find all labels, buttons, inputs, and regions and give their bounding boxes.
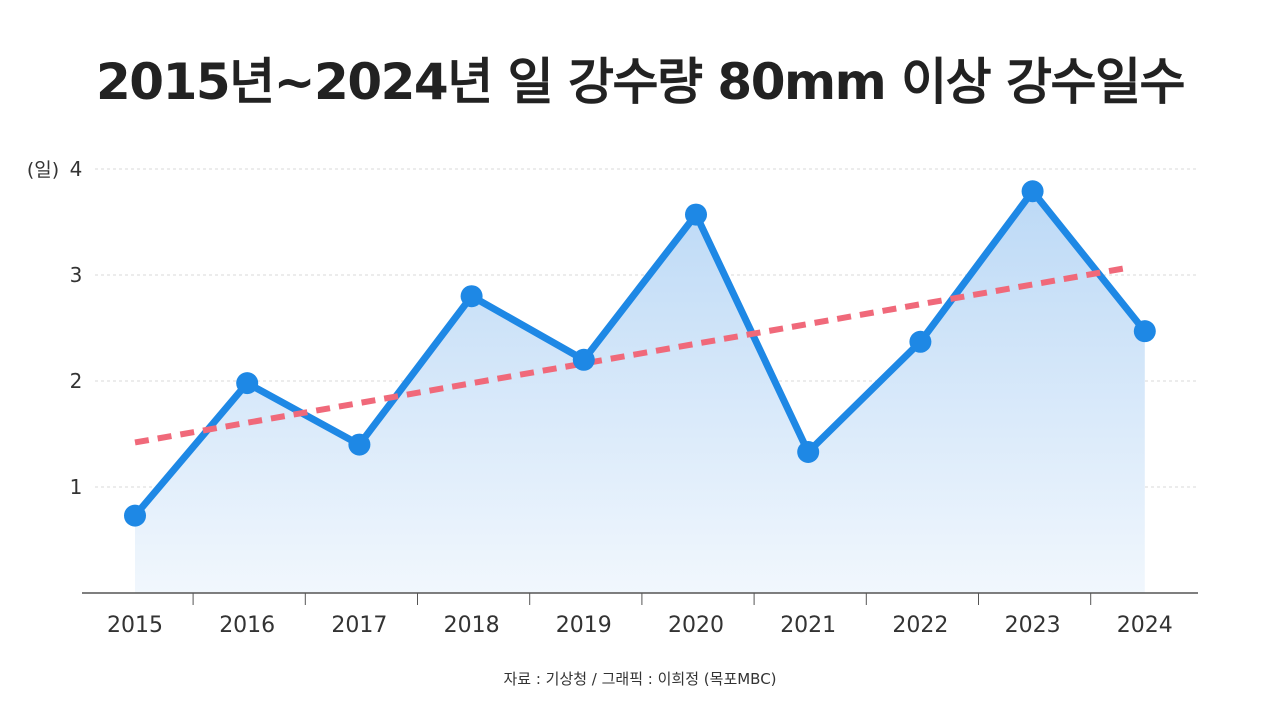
y-axis-label: (일)	[27, 159, 59, 181]
x-tick-label: 2016	[219, 613, 275, 638]
x-tick-label: 2019	[556, 613, 612, 638]
area-fill	[135, 191, 1145, 593]
y-tick-label: 4	[70, 157, 83, 181]
chart-title: 2015년~2024년 일 강수량 80mm 이상 강수일수	[95, 53, 1186, 111]
data-point	[572, 348, 595, 371]
x-tick-label: 2018	[444, 613, 500, 638]
data-point	[797, 441, 820, 464]
data-points	[124, 180, 1156, 527]
x-tick-label: 2015	[107, 613, 163, 638]
data-point	[685, 203, 707, 226]
data-point	[1021, 180, 1044, 203]
y-tick-label: 1	[70, 475, 83, 499]
x-tick-label: 2021	[780, 613, 836, 638]
x-tick-label: 2024	[1117, 613, 1173, 638]
y-tick-label: 2	[70, 369, 83, 393]
x-tick-label: 2022	[892, 613, 948, 638]
trend-line-path	[134, 265, 1124, 446]
axis-labels: 1 2 3 4 (일) 2015 2016 2017 2018 2019 2020 2021 2022 2…	[27, 157, 1173, 638]
x-tick-label: 2023	[1005, 613, 1061, 638]
x-tick-label: 2017	[331, 613, 387, 638]
x-axis	[82, 592, 1198, 605]
y-tick-label: 3	[70, 263, 83, 287]
data-point	[236, 372, 259, 395]
x-tick-label: 2020	[668, 613, 724, 638]
source-credit: 자료 : 기상청 / 그래픽 : 이희정 (목포MBC)	[503, 670, 777, 688]
data-point	[1133, 320, 1156, 343]
data-point	[348, 433, 371, 456]
data-point	[124, 504, 146, 527]
trend-line	[134, 265, 1124, 446]
data-point	[460, 285, 483, 308]
data-point	[909, 330, 932, 353]
